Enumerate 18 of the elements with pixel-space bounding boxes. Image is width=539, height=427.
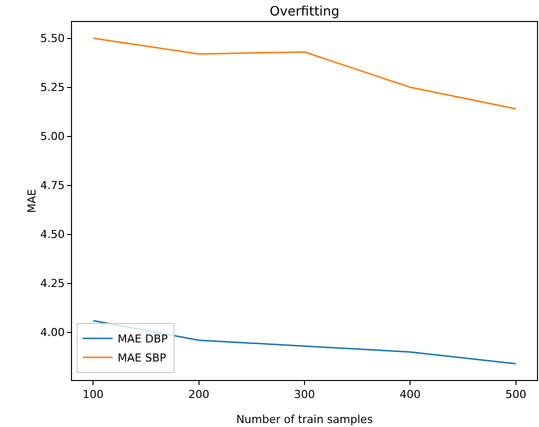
x-tick-label: 200 — [188, 388, 210, 402]
legend-label: MAE SBP — [118, 352, 167, 365]
y-tick-label: 5.00 — [40, 130, 65, 144]
chart-title: Overfitting — [270, 4, 340, 20]
y-tick-label: 5.50 — [40, 32, 65, 46]
x-tick-label: 300 — [294, 388, 315, 402]
y-tick-label: 4.00 — [40, 326, 65, 340]
x-tick-label: 100 — [82, 388, 104, 402]
y-tick-label: 4.25 — [40, 277, 65, 290]
y-tick-label: 4.75 — [40, 179, 65, 192]
x-tick-label: 400 — [400, 388, 421, 402]
legend-label: MAE DBP — [118, 332, 168, 346]
x-tick-label: 500 — [505, 388, 526, 402]
line-series — [92, 38, 517, 110]
y-tick-label: 5.25 — [40, 81, 65, 94]
y-tick-label: 4.50 — [40, 228, 65, 242]
x-axis-title: Number of train samples — [236, 413, 374, 426]
y-axis-title: MAE — [25, 188, 38, 213]
